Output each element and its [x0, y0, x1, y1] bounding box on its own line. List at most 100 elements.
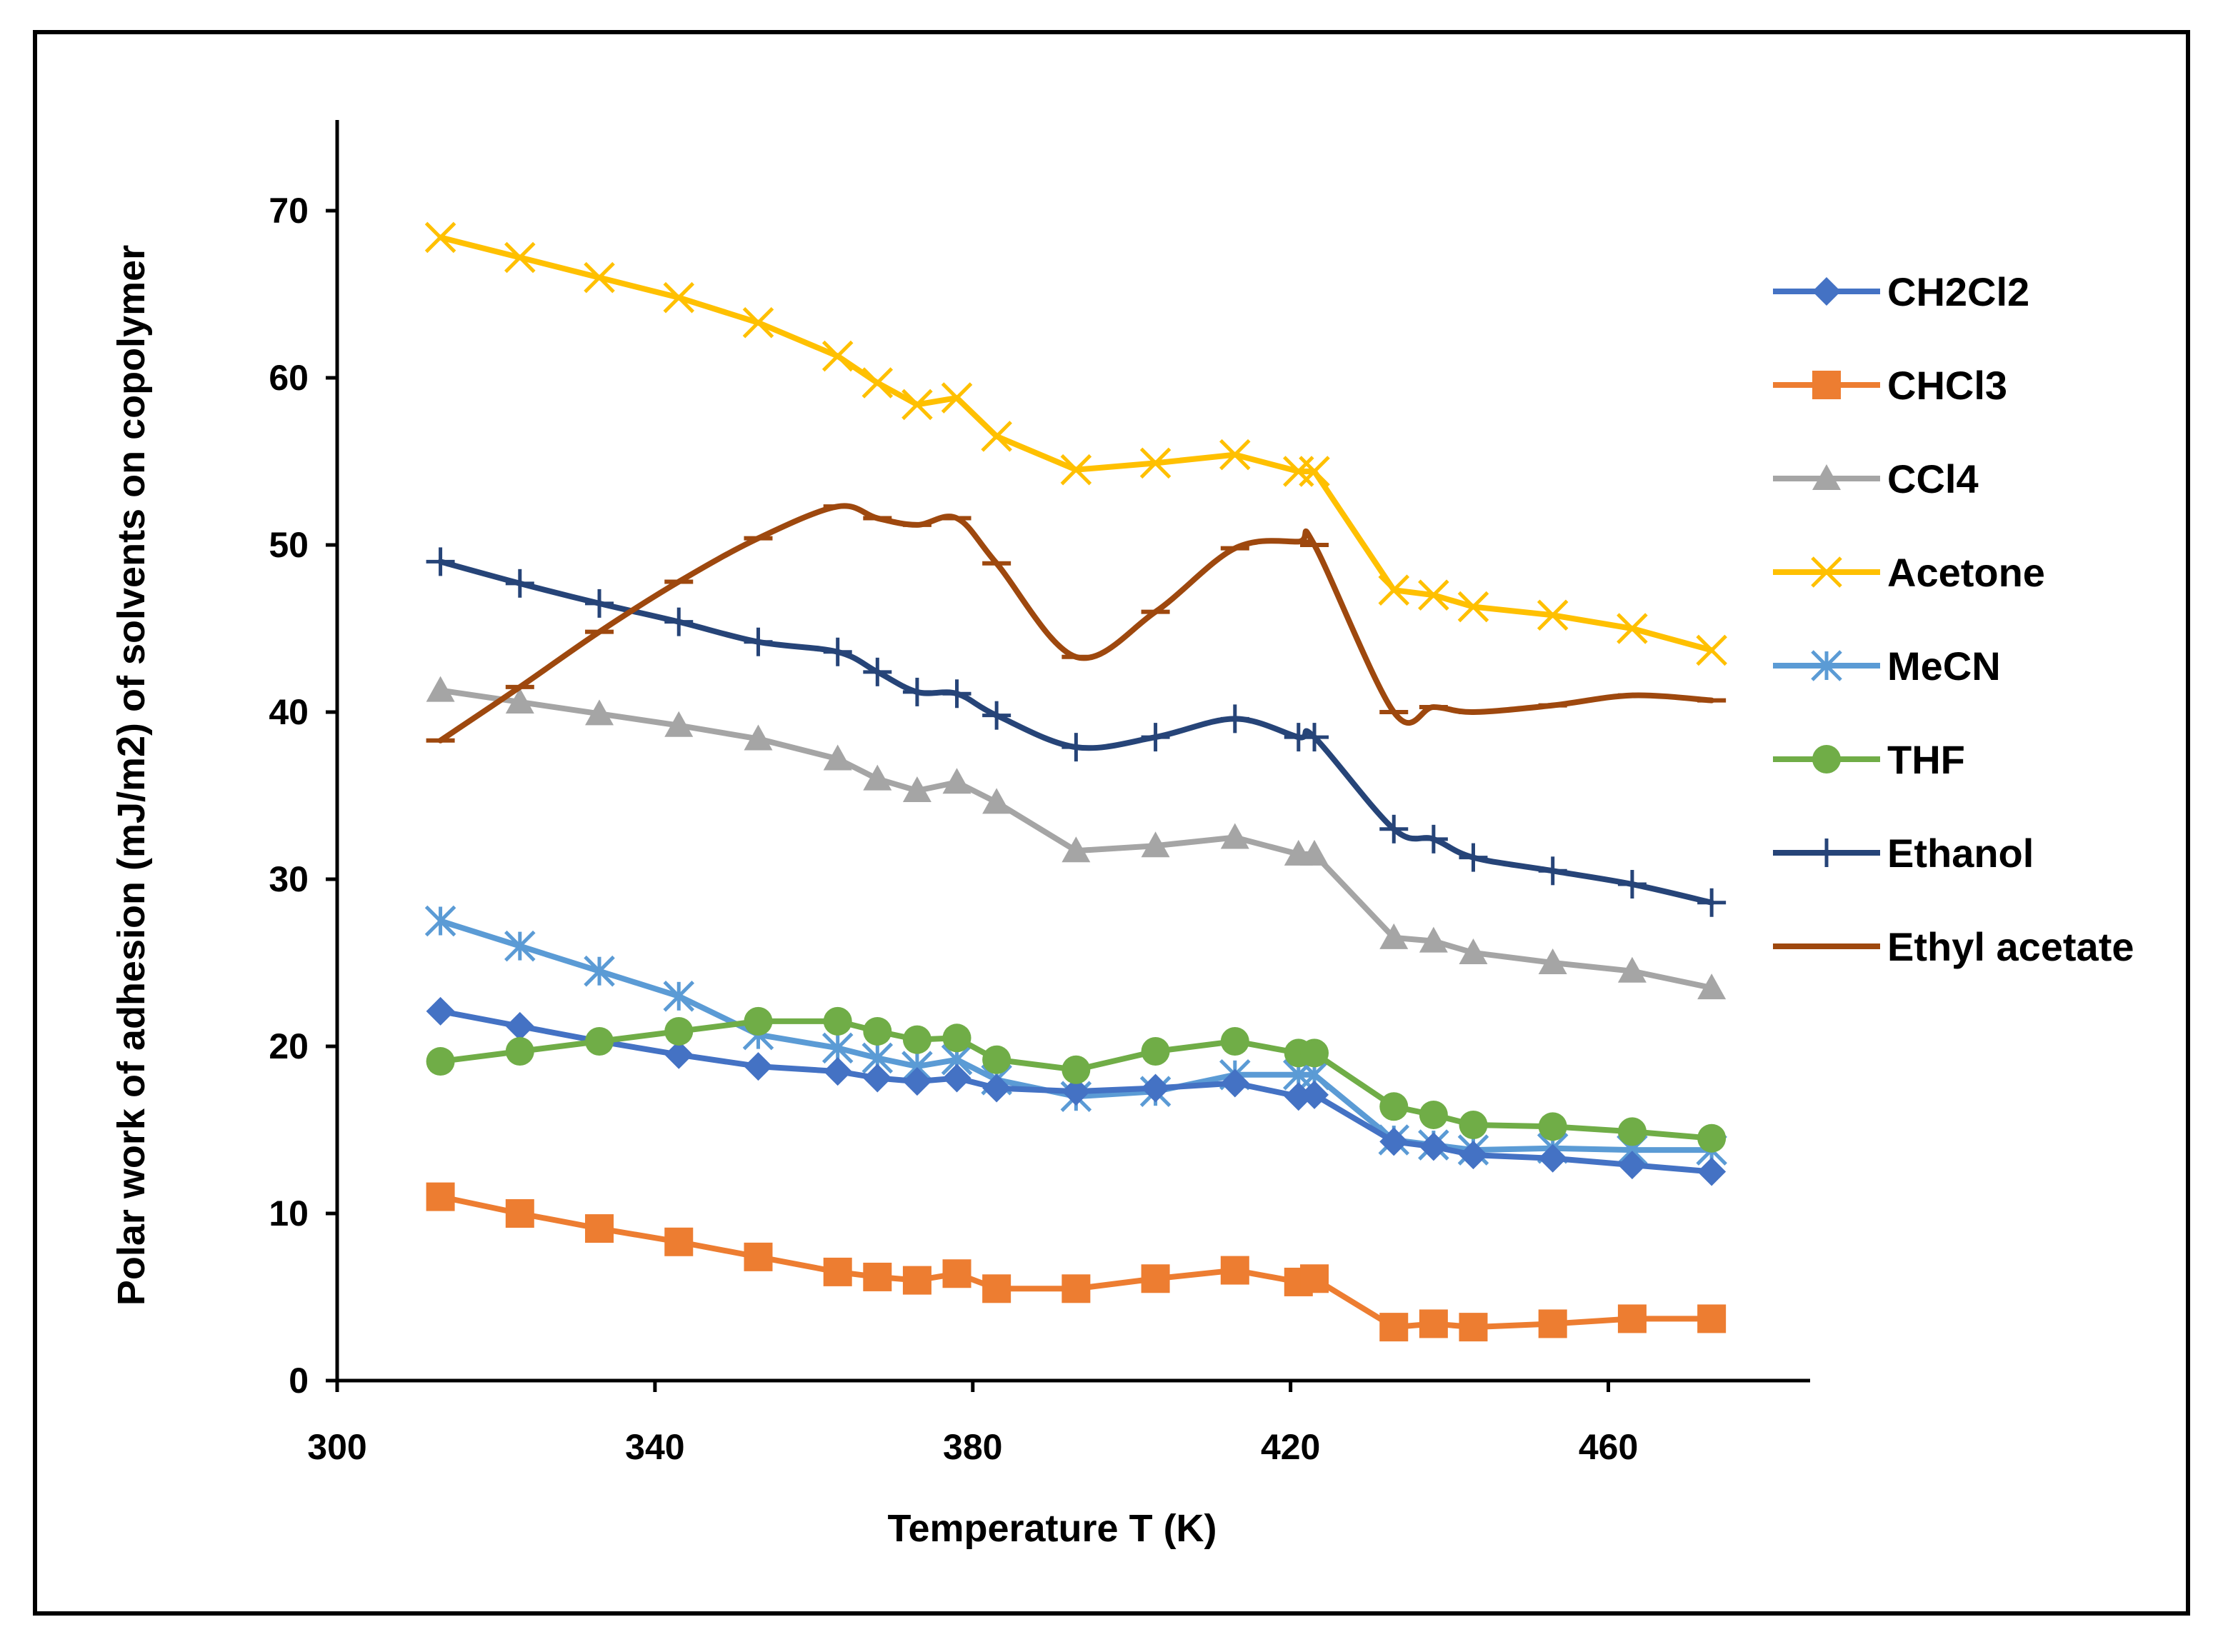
- data-point-ccl4: [1538, 948, 1567, 974]
- legend-label: CHCl3: [1887, 363, 2007, 408]
- data-point-ethanol: [744, 627, 773, 656]
- data-point-ch2cl2: [1220, 1068, 1249, 1098]
- data-point-acetone: [504, 241, 536, 274]
- y-tick-label: 20: [269, 1026, 309, 1066]
- marker-stroke: [1299, 456, 1330, 487]
- data-point-chcl3: [1379, 1313, 1409, 1342]
- data-point-ch2cl2: [426, 996, 455, 1026]
- data-point-ch2cl2: [1538, 1143, 1567, 1173]
- data-point-ccl4: [902, 776, 931, 802]
- data-point-acetone: [1418, 579, 1449, 611]
- data-point-acetone: [424, 221, 456, 254]
- marker-stroke: [1283, 456, 1314, 487]
- data-point-chcl3: [1459, 1313, 1488, 1342]
- data-point-ccl4: [982, 788, 1011, 814]
- y-tick-label: 0: [289, 1361, 309, 1401]
- marker-stroke: [821, 340, 854, 372]
- data-point-thf: [426, 1047, 455, 1076]
- legend-marker: [1811, 556, 1842, 588]
- data-point-acetone: [981, 421, 1012, 452]
- legend-item-acetone: Acetone: [1773, 550, 2045, 595]
- data-point-acetone: [1299, 456, 1330, 487]
- x-tick-label: 300: [307, 1427, 366, 1467]
- marker-stroke: [861, 367, 894, 399]
- data-point-ethanol: [505, 569, 534, 598]
- marker-stroke: [504, 241, 536, 274]
- data-point-ch2cl2: [1379, 1127, 1409, 1156]
- data-point-chcl3: [942, 1259, 971, 1288]
- legend-label: CCl4: [1887, 456, 1979, 501]
- data-point-acetone: [1139, 447, 1172, 479]
- legend-marker: [1812, 464, 1841, 490]
- data-point-ethanol: [426, 547, 455, 576]
- series-layer: [424, 221, 1727, 1342]
- data-point-thf: [1459, 1110, 1488, 1139]
- data-point-ch2cl2: [1617, 1151, 1647, 1180]
- legend-item-chcl3: CHCl3: [1773, 363, 2007, 408]
- data-point-thf: [982, 1045, 1011, 1074]
- data-point-chcl3: [1061, 1274, 1091, 1303]
- data-point-thf: [505, 1037, 534, 1066]
- data-point-ethanol: [1697, 888, 1727, 917]
- legend-label: CH2Cl2: [1887, 269, 2029, 314]
- data-point-chcl3: [1538, 1309, 1567, 1338]
- series-ethanol: [426, 547, 1727, 917]
- figure-frame: 0 10 20 30 40 50 60 70 300 340 380 420 460 CH2Cl2 CHC…: [33, 30, 2190, 1616]
- legend-label: THF: [1887, 737, 1965, 782]
- data-point-chcl3: [585, 1214, 614, 1243]
- x-tick-label: 340: [625, 1427, 684, 1467]
- series-line-ethyl-acetate: [437, 503, 1715, 744]
- data-point-ccl4: [823, 744, 852, 771]
- data-point-chcl3: [426, 1182, 455, 1211]
- marker-stroke: [1139, 447, 1172, 479]
- data-point-ch2cl2: [1697, 1157, 1727, 1186]
- legend-marker: [1812, 745, 1841, 774]
- data-point-ethanol: [1220, 704, 1249, 734]
- data-point-ch2cl2: [1459, 1141, 1488, 1170]
- y-axis-title: Polar work of adhesion (mJ/m2) of solven…: [110, 245, 153, 1306]
- data-point-thf: [1419, 1100, 1448, 1129]
- data-point-chcl3: [982, 1274, 1011, 1303]
- x-tick-label: 460: [1579, 1427, 1638, 1467]
- data-point-thf: [1141, 1037, 1170, 1066]
- legend-item-ethanol: Ethanol: [1773, 831, 2034, 876]
- marker-stroke: [663, 281, 695, 314]
- data-point-ch2cl2: [942, 1063, 971, 1093]
- data-point-ethanol: [585, 589, 614, 618]
- data-point-chcl3: [863, 1262, 892, 1291]
- data-point-ccl4: [664, 711, 694, 737]
- data-point-ethanol: [1300, 723, 1329, 752]
- data-point-ethanol: [1379, 814, 1409, 843]
- legend-label: Ethyl acetate: [1887, 924, 2134, 969]
- marker-stroke: [981, 421, 1012, 452]
- legend-item-ccl4: CCl4: [1773, 456, 1979, 501]
- marker-stroke: [1060, 454, 1092, 486]
- marker-stroke: [584, 261, 615, 294]
- data-point-ch2cl2: [1141, 1073, 1170, 1103]
- marker-stroke: [1378, 574, 1410, 606]
- data-point-mecn: [424, 905, 456, 937]
- data-point-acetone: [1696, 634, 1727, 666]
- data-point-thf: [1300, 1038, 1329, 1068]
- data-point-ccl4: [744, 724, 773, 751]
- data-point-thf: [863, 1016, 892, 1046]
- data-point-ccl4: [1617, 956, 1647, 983]
- data-point-ch2cl2: [744, 1052, 773, 1081]
- x-tick-label: 380: [943, 1427, 1002, 1467]
- legend-marker: [1812, 838, 1841, 867]
- data-point-ethanol: [664, 607, 694, 636]
- data-point-chcl3: [902, 1266, 931, 1295]
- data-point-ccl4: [1419, 926, 1448, 953]
- data-point-ccl4: [1379, 923, 1409, 949]
- data-point-chcl3: [823, 1257, 852, 1286]
- legend-label: Ethanol: [1887, 831, 2034, 876]
- data-point-acetone: [1378, 574, 1410, 606]
- data-point-ccl4: [1300, 839, 1329, 866]
- data-point-ethanol: [863, 657, 892, 686]
- series-chcl3: [426, 1182, 1727, 1342]
- legend-item-ethyl-acetate: Ethyl acetate: [1773, 924, 2134, 969]
- y-tick-label: 50: [269, 525, 309, 565]
- data-point-ccl4: [505, 687, 534, 714]
- data-point-thf: [1697, 1123, 1727, 1153]
- series-ch2cl2: [426, 996, 1727, 1186]
